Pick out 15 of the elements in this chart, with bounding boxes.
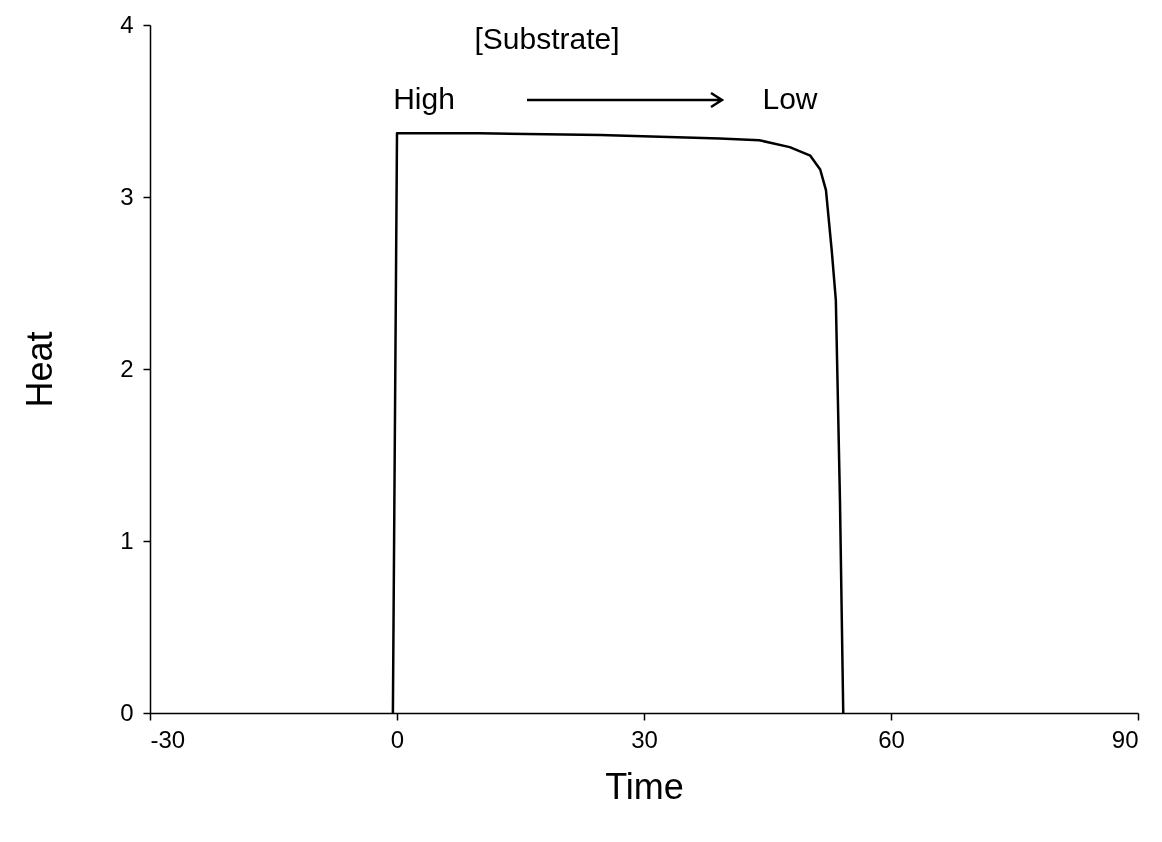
y-tick-label: 4 (120, 10, 134, 38)
x-axis-title: Time (605, 765, 684, 807)
y-tick-label: 1 (120, 526, 134, 554)
x-tick-label: -30 (150, 725, 186, 753)
y-axis-title: Heat (19, 331, 61, 408)
annotation: Low (762, 82, 818, 115)
annotation: High (393, 82, 455, 115)
y-tick-label: 3 (120, 182, 134, 210)
x-tick-label: 30 (631, 725, 658, 753)
y-tick-label: 2 (120, 354, 134, 382)
x-tick-label: 90 (1111, 725, 1139, 753)
x-tick-label: 0 (390, 725, 405, 753)
annotation: [Substrate] (474, 22, 620, 55)
x-tick-label: 60 (878, 725, 905, 753)
y-tick-label: 0 (120, 698, 134, 726)
